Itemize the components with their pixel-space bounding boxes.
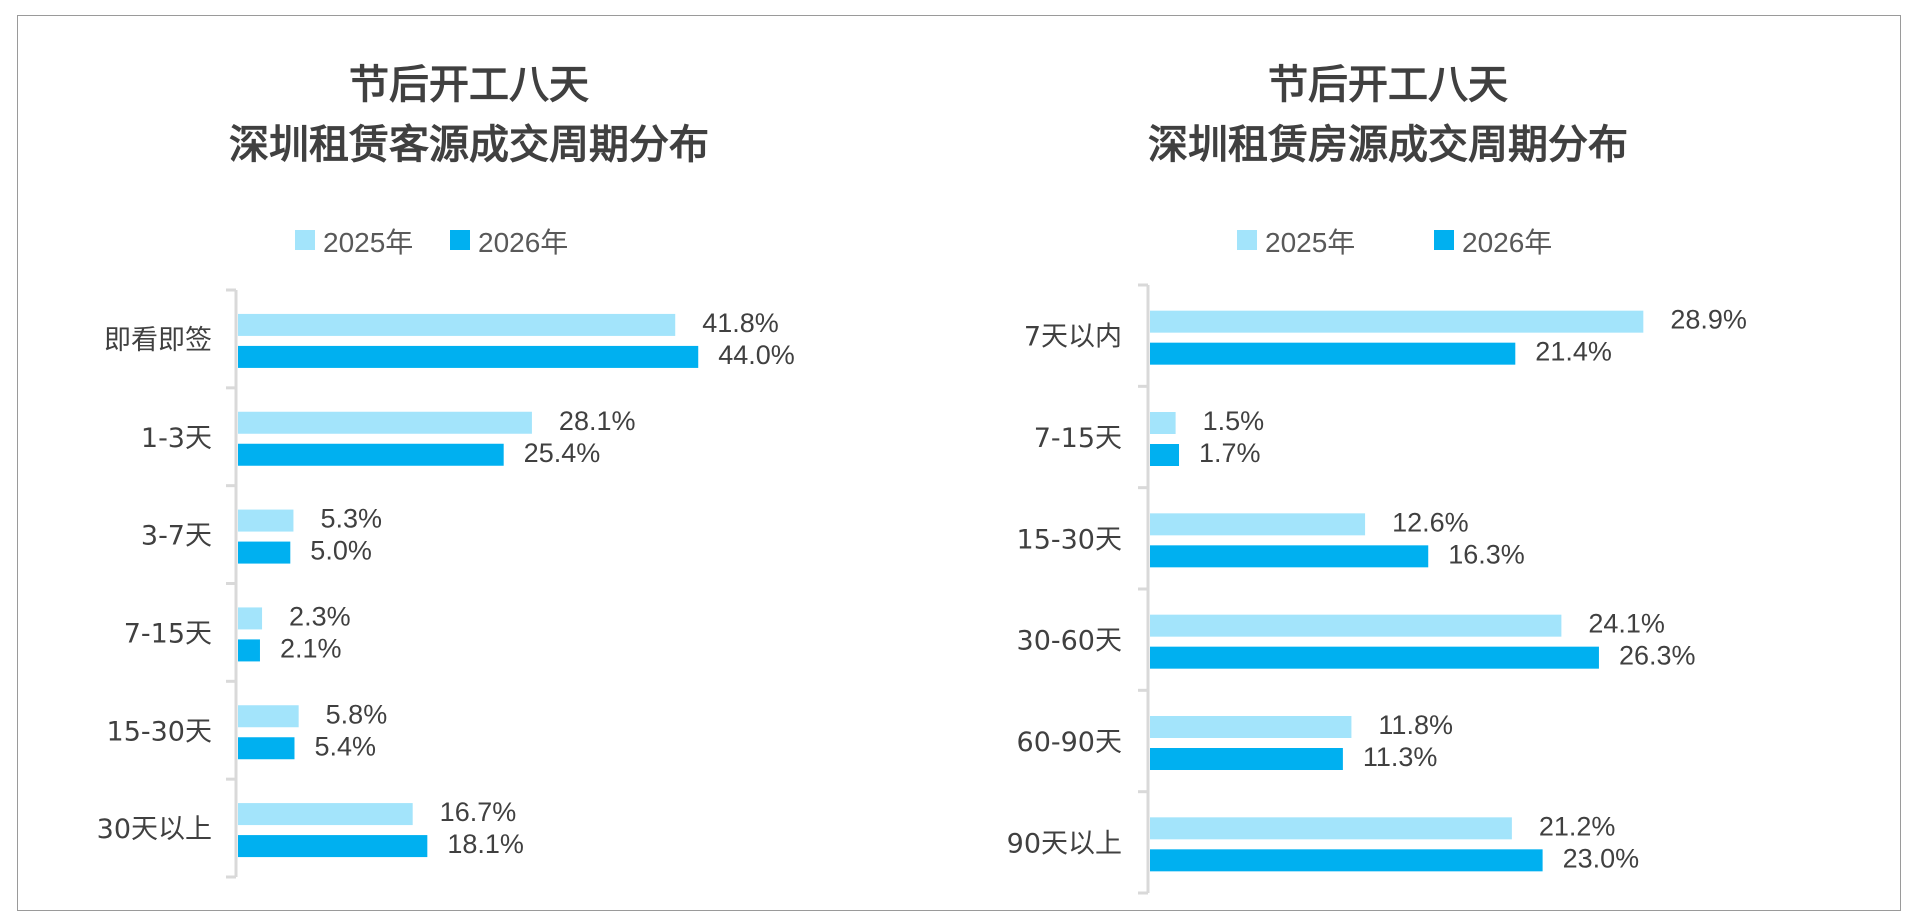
data-label: 25.4% (524, 438, 601, 468)
chart-frame (17, 15, 1901, 911)
legend-label: 2025年 (1265, 227, 1355, 258)
bar-2026 (1150, 545, 1429, 568)
data-label: 41.8% (702, 308, 779, 338)
chart-title-line: 节后开工八天 (349, 62, 589, 108)
category-label: 7-15天 (124, 618, 212, 649)
category-label: 30-60天 (1017, 626, 1122, 657)
chart-title-line: 深圳租赁房源成交周期分布 (1148, 122, 1628, 168)
category-label: 30天以上 (97, 814, 212, 845)
bar-2025 (238, 803, 413, 826)
legend-swatch (295, 230, 315, 250)
bar-2025 (1150, 716, 1352, 738)
legend-label: 2026年 (1462, 227, 1552, 258)
bar-2025 (1150, 412, 1176, 434)
data-label: 28.9% (1670, 305, 1747, 335)
data-label: 12.6% (1392, 507, 1469, 537)
data-label: 26.3% (1619, 641, 1696, 671)
legend-swatch (450, 230, 470, 250)
bar-2026 (1150, 748, 1343, 770)
category-label: 7-15天 (1034, 423, 1122, 454)
bar-2025 (238, 705, 299, 728)
category-label: 3-7天 (141, 521, 212, 552)
category-label: 60-90天 (1017, 727, 1122, 758)
category-label: 15-30天 (1017, 524, 1122, 555)
data-label: 16.7% (440, 797, 517, 827)
category-label: 15-30天 (107, 716, 212, 747)
bar-2026 (1150, 444, 1180, 466)
data-label: 16.3% (1448, 539, 1525, 569)
data-label: 24.1% (1588, 609, 1665, 639)
bar-2025 (238, 607, 263, 630)
data-label: 2.1% (280, 633, 342, 663)
bar-2025 (238, 509, 294, 532)
bar-2026 (238, 443, 504, 466)
data-label: 18.1% (447, 829, 524, 859)
category-label: 90天以上 (1007, 828, 1122, 859)
bar-2026 (238, 541, 291, 564)
bar-2025 (1150, 817, 1512, 840)
data-label: 44.0% (718, 340, 795, 370)
bar-2026 (238, 737, 295, 760)
data-label: 23.0% (1563, 843, 1640, 873)
data-label: 5.0% (310, 536, 372, 566)
chart-title-line: 节后开工八天 (1268, 62, 1508, 108)
bar-2025 (238, 411, 532, 434)
data-label: 5.4% (314, 731, 376, 761)
legend-label: 2026年 (478, 227, 568, 258)
data-label: 11.3% (1363, 742, 1438, 772)
bar-2026 (1150, 849, 1543, 872)
data-label: 5.3% (320, 504, 382, 534)
bar-2025 (238, 313, 676, 336)
category-label: 7天以内 (1024, 322, 1122, 353)
data-label: 28.1% (559, 406, 636, 436)
data-label: 21.2% (1539, 811, 1616, 841)
category-label: 即看即签 (104, 325, 212, 356)
bar-2026 (1150, 342, 1516, 365)
bar-2026 (1150, 646, 1599, 669)
legend-swatch (1237, 230, 1257, 250)
bar-2026 (238, 835, 428, 858)
bar-2026 (238, 345, 699, 368)
bar-2026 (238, 639, 260, 662)
data-label: 5.8% (326, 699, 388, 729)
data-label: 21.4% (1535, 337, 1612, 367)
bar-2025 (1150, 310, 1644, 333)
data-label: 2.3% (289, 601, 351, 631)
category-label: 1-3天 (141, 423, 212, 454)
legend-label: 2025年 (323, 227, 413, 258)
bar-2025 (1150, 513, 1366, 536)
chart-title-line: 深圳租赁客源成交周期分布 (229, 122, 709, 168)
bar-2025 (1150, 614, 1562, 637)
data-label: 11.8% (1378, 710, 1453, 740)
data-label: 1.5% (1203, 406, 1265, 436)
legend-swatch (1434, 230, 1454, 250)
data-label: 1.7% (1199, 438, 1261, 468)
